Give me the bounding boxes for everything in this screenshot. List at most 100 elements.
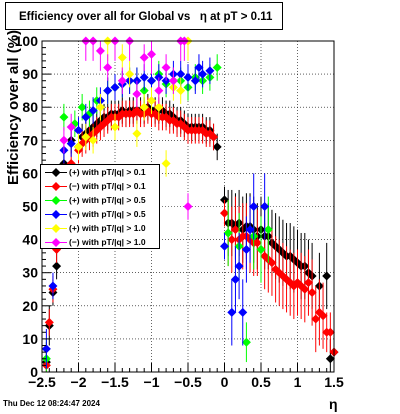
data-point xyxy=(41,344,51,354)
legend-item-neg-10: (−) with pT/|q| > 1.0 xyxy=(41,236,159,249)
y-tick-label: 50 xyxy=(22,199,38,215)
data-point xyxy=(66,122,76,132)
legend-item-neg-05: (−) with pT/|q| > 0.5 xyxy=(41,208,159,221)
data-point xyxy=(267,258,277,268)
data-point xyxy=(132,129,142,139)
legend-label: (−) with pT/|q| > 0.5 xyxy=(69,209,146,219)
legend-item-pos-10: (+) with pT/|q| > 1.0 xyxy=(41,222,159,235)
data-point xyxy=(238,307,248,317)
data-point xyxy=(132,89,142,99)
data-point xyxy=(205,66,215,76)
data-point xyxy=(260,202,270,211)
data-point xyxy=(227,235,237,245)
data-point xyxy=(223,228,233,238)
diamond-marker-icon xyxy=(45,168,67,177)
data-point xyxy=(88,106,98,116)
data-point xyxy=(125,69,135,79)
data-point xyxy=(322,271,332,281)
data-point xyxy=(325,354,335,364)
data-point xyxy=(147,49,156,59)
timestamp: Thu Dec 12 08:24:47 2024 xyxy=(3,399,100,408)
data-point xyxy=(139,53,149,63)
data-point xyxy=(95,46,105,56)
legend-label: (−) with pT/|q| > 1.0 xyxy=(69,237,146,247)
data-point xyxy=(230,225,240,235)
data-point xyxy=(139,72,149,82)
data-point xyxy=(263,225,273,235)
legend-label: (+) with pT/|q| > 0.5 xyxy=(69,195,146,205)
data-point xyxy=(88,135,98,145)
data-point xyxy=(147,76,156,86)
legend: (+) with pT/|q| > 0.1 (−) with pT/|q| > … xyxy=(40,164,160,249)
data-point xyxy=(154,86,164,96)
diamond-marker-icon xyxy=(45,238,67,247)
data-point xyxy=(48,281,58,291)
x-tick-label: −2.5 xyxy=(28,374,56,390)
data-point xyxy=(183,202,193,211)
data-point xyxy=(161,158,171,168)
x-tick-label: 0.5 xyxy=(251,374,271,390)
y-tick-label: 10 xyxy=(22,331,38,347)
data-point xyxy=(220,208,229,218)
data-point xyxy=(183,72,193,82)
data-point xyxy=(198,69,208,79)
data-point xyxy=(303,278,313,288)
data-point xyxy=(117,53,127,63)
data-point xyxy=(110,122,120,132)
data-point xyxy=(227,307,237,317)
x-tick-label: −1.5 xyxy=(101,374,129,390)
data-point xyxy=(256,245,266,255)
diamond-marker-icon xyxy=(45,224,67,233)
y-tick-label: 90 xyxy=(22,66,38,82)
axis-ticks xyxy=(41,40,335,373)
data-point xyxy=(220,241,229,251)
data-point xyxy=(168,76,178,86)
data-point xyxy=(241,337,251,347)
data-point xyxy=(176,69,186,79)
data-point xyxy=(209,132,219,142)
x-tick-label: −2 xyxy=(71,374,87,390)
y-tick-label: 40 xyxy=(22,232,38,248)
y-tick-label: 70 xyxy=(22,132,38,148)
data-point xyxy=(81,132,91,142)
legend-item-pos-05: (+) with pT/|q| > 0.5 xyxy=(41,194,159,207)
diamond-marker-icon xyxy=(45,182,67,191)
y-tick-label: 30 xyxy=(22,265,38,281)
legend-item-neg-01: (−) with pT/|q| > 0.1 xyxy=(41,180,159,193)
data-point xyxy=(74,142,83,152)
data-point xyxy=(77,102,87,112)
data-point xyxy=(139,102,149,112)
x-tick-label: −0.5 xyxy=(174,374,202,390)
data-point xyxy=(318,311,328,321)
data-series xyxy=(41,36,339,372)
data-point xyxy=(194,62,204,72)
diamond-marker-icon xyxy=(45,196,67,205)
data-point xyxy=(103,62,113,72)
y-tick-label: 20 xyxy=(22,298,38,314)
data-point xyxy=(95,102,105,112)
data-point xyxy=(252,238,262,248)
data-point xyxy=(66,139,76,149)
data-point xyxy=(176,86,186,96)
data-point xyxy=(300,284,310,294)
data-point xyxy=(81,112,91,122)
x-axis-label: η xyxy=(329,396,338,412)
diamond-marker-icon xyxy=(45,210,67,219)
y-tick-label: 100 xyxy=(15,33,39,49)
data-point xyxy=(74,125,83,135)
chart-title: Efficiency over all for Global vs η at p… xyxy=(5,2,283,30)
y-tick-label: 0 xyxy=(30,364,38,380)
data-point xyxy=(311,314,321,324)
x-tick-label: 0 xyxy=(221,374,229,390)
data-point xyxy=(212,62,222,72)
legend-item-pos-01: (+) with pT/|q| > 0.1 xyxy=(41,166,159,179)
x-tick-label: 1 xyxy=(294,374,302,390)
legend-label: (+) with pT/|q| > 1.0 xyxy=(69,223,146,233)
data-point xyxy=(52,261,62,271)
data-point xyxy=(59,135,69,145)
data-point xyxy=(103,86,113,96)
title-text-main: Efficiency over all for Global vs xyxy=(19,11,191,23)
data-point xyxy=(190,76,200,86)
legend-label: (−) with pT/|q| > 0.1 xyxy=(69,181,146,191)
title-text-eta: η at pT > 0.11 xyxy=(199,11,273,23)
